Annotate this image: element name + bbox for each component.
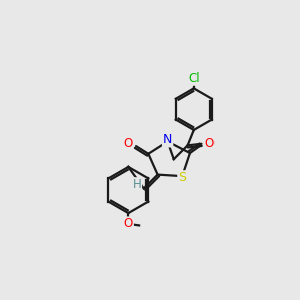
Text: S: S	[178, 171, 186, 184]
Text: H: H	[132, 178, 141, 191]
Text: O: O	[205, 136, 214, 149]
Text: O: O	[205, 137, 214, 150]
Text: N: N	[163, 134, 172, 146]
Text: O: O	[123, 137, 132, 150]
Text: Cl: Cl	[188, 72, 200, 85]
Text: O: O	[124, 218, 133, 230]
